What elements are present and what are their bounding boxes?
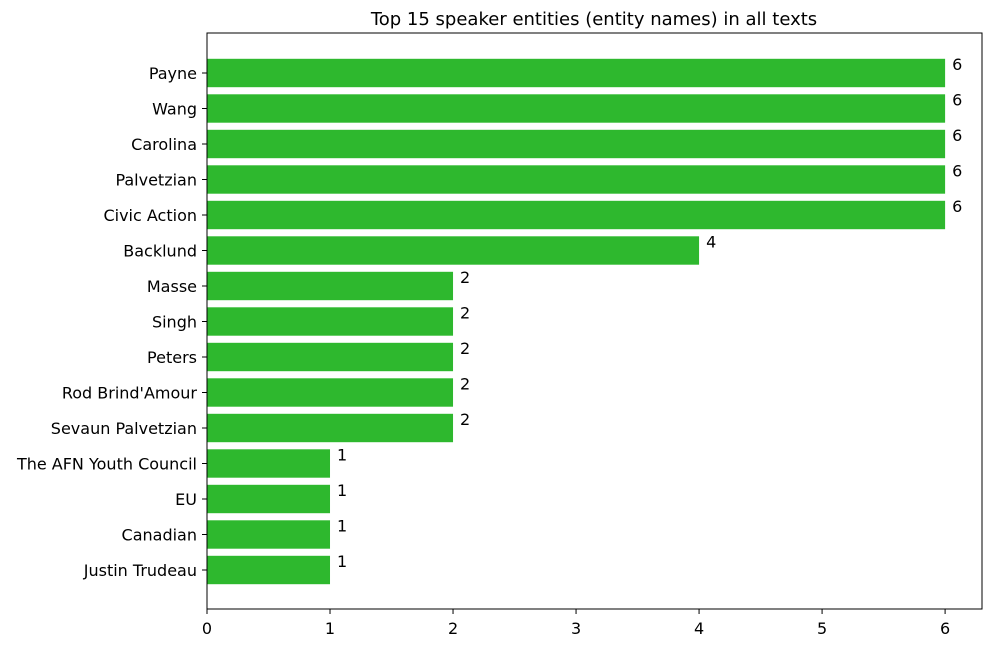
y-tick-label: Palvetzian — [115, 171, 197, 190]
y-tick-label: Backlund — [123, 242, 197, 261]
data-label: 2 — [460, 268, 470, 287]
bar — [207, 484, 331, 514]
data-label: 6 — [952, 162, 962, 181]
chart-title: Top 15 speaker entities (entity names) i… — [370, 9, 817, 30]
data-label: 6 — [952, 197, 962, 216]
x-tick-label: 2 — [448, 619, 458, 638]
bar — [207, 200, 946, 230]
y-tick-label: Justin Trudeau — [83, 561, 197, 580]
y-tick-label: Wang — [152, 100, 197, 119]
data-label: 1 — [337, 481, 347, 500]
bar — [207, 94, 946, 123]
bar — [207, 58, 946, 88]
bar — [207, 165, 946, 194]
y-tick-label: Rod Brind'Amour — [62, 384, 198, 403]
y-tick-label: Masse — [147, 277, 197, 296]
bar — [207, 378, 454, 407]
x-tick-label: 3 — [571, 619, 581, 638]
bars-layer: 6 6 6 6 6 4 2 2 2 2 2 1 1 1 1 — [207, 55, 962, 585]
bar — [207, 236, 700, 265]
bar — [207, 520, 331, 549]
data-label: 6 — [952, 55, 962, 74]
bar — [207, 129, 946, 159]
bar — [207, 449, 331, 478]
y-tick-label: Payne — [149, 64, 197, 83]
y-tick-label: Carolina — [131, 135, 197, 154]
y-tick-label: Sevaun Palvetzian — [51, 419, 197, 438]
data-label: 2 — [460, 375, 470, 394]
bar — [207, 342, 454, 372]
y-tick-label: Civic Action — [103, 206, 197, 225]
y-tick-label: The AFN Youth Council — [16, 455, 197, 474]
y-tick-label: Canadian — [122, 526, 197, 545]
x-tick-label: 5 — [817, 619, 827, 638]
x-tick-label: 6 — [940, 619, 950, 638]
data-label: 1 — [337, 446, 347, 465]
bar — [207, 413, 454, 443]
y-axis: Payne Wang Carolina Palvetzian Civic Action B… — [16, 64, 207, 580]
data-label: 6 — [952, 91, 962, 110]
data-label: 2 — [460, 339, 470, 358]
y-tick-label: EU — [175, 490, 197, 509]
y-tick-label: Peters — [147, 348, 197, 367]
bar — [207, 555, 331, 585]
data-label: 2 — [460, 304, 470, 323]
x-tick-label: 4 — [694, 619, 704, 638]
x-tick-label: 1 — [325, 619, 335, 638]
data-label: 2 — [460, 410, 470, 429]
x-tick-label: 0 — [202, 619, 212, 638]
data-label: 6 — [952, 126, 962, 145]
x-axis: 0 1 2 3 4 5 6 — [202, 609, 950, 638]
bar — [207, 307, 454, 336]
data-label: 4 — [706, 233, 716, 252]
bar — [207, 271, 454, 301]
data-label: 1 — [337, 517, 347, 536]
y-tick-label: Singh — [152, 313, 197, 332]
data-label: 1 — [337, 552, 347, 571]
